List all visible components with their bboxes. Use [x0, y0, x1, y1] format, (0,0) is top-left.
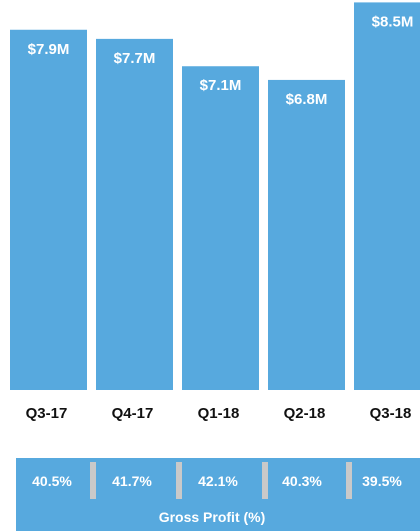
gross-profit-strip — [16, 458, 420, 531]
revenue-bar-label-q4-17: $7.7M — [114, 50, 156, 67]
revenue-bar-q3-18 — [354, 2, 420, 391]
quarter-tick-label-q2-18: Q2-18 — [284, 405, 326, 422]
gross-profit-value-q3-17: 40.5% — [32, 473, 72, 489]
gross-profit-value-q1-18: 42.1% — [198, 473, 238, 489]
quarter-tick-labels: Q3-17 Q4-17 Q1-18 Q2-18 Q3-18 — [26, 405, 412, 422]
gross-profit-separator-2 — [176, 462, 182, 499]
revenue-bar-q1-18 — [182, 66, 259, 391]
revenue-bar-q2-18 — [268, 79, 345, 391]
gross-profit-separator-4 — [346, 462, 352, 499]
revenue-bar-label-q3-17: $7.9M — [28, 41, 70, 58]
quarter-tick-label-q4-17: Q4-17 — [112, 405, 154, 422]
gross-profit-labels: 40.5% 41.7% 42.1% 40.3% 39.5% — [32, 473, 402, 489]
quarter-tick-label-q3-18: Q3-18 — [370, 405, 412, 422]
quarter-tick-label-q3-17: Q3-17 — [26, 405, 68, 422]
gross-profit-value-q4-17: 41.7% — [112, 473, 152, 489]
gross-profit-separator-1 — [90, 462, 96, 499]
revenue-bar-labels: $7.9M $7.7M $7.1M $6.8M $8.5M — [28, 13, 414, 108]
revenue-bar-label-q3-18: $8.5M — [372, 13, 414, 30]
gross-profit-value-q3-18: 39.5% — [362, 473, 402, 489]
revenue-bars — [10, 2, 420, 391]
revenue-bar-q3-17 — [10, 29, 87, 390]
quarter-tick-label-q1-18: Q1-18 — [198, 405, 240, 422]
gross-profit-separator-3 — [262, 462, 268, 499]
gross-profit-background — [16, 458, 420, 531]
gross-profit-title: Gross Profit (%) — [159, 509, 266, 525]
revenue-bar-label-q1-18: $7.1M — [200, 77, 242, 94]
revenue-bar-label-q2-18: $6.8M — [286, 91, 328, 108]
gross-profit-value-q2-18: 40.3% — [282, 473, 322, 489]
revenue-bar-q4-17 — [96, 38, 173, 390]
